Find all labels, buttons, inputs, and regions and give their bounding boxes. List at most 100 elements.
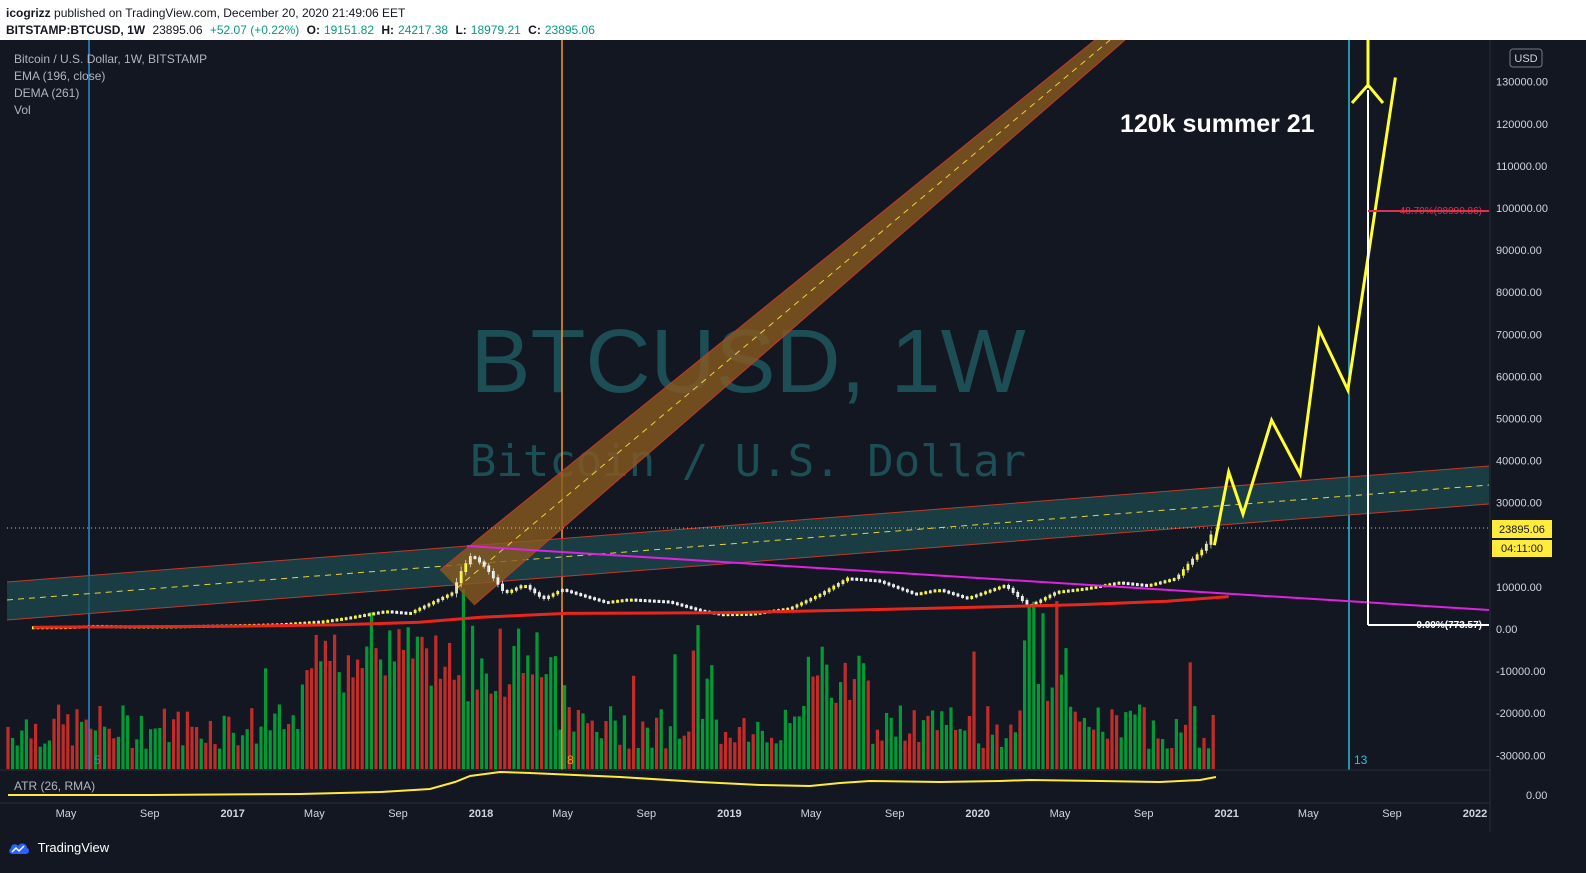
close-value-2: 23895.06: [544, 23, 595, 37]
steep-channel-lower: [473, 40, 1126, 606]
long-channel-fill[interactable]: [7, 466, 1489, 620]
volume-bar: [429, 685, 433, 769]
volume-bar: [282, 729, 286, 769]
volume-bar: [898, 705, 902, 769]
projection-annotation[interactable]: 120k summer 21: [1120, 110, 1315, 138]
magenta-trendline[interactable]: [466, 545, 1490, 611]
volume-bar: [1027, 604, 1031, 769]
volume-bar: [300, 684, 304, 769]
volume-bar: [323, 640, 327, 769]
volume-bar: [1092, 729, 1096, 769]
fib-top-label: 48.70%(98990.86): [1400, 206, 1482, 217]
volume-bar: [912, 710, 916, 769]
volume-bar: [365, 646, 369, 769]
footer-bar: TradingView: [0, 832, 1586, 873]
close-value: 23895.06: [152, 23, 203, 37]
volume-bar: [480, 658, 484, 769]
volume-bar: [765, 742, 769, 769]
volume-bar: [944, 724, 948, 769]
volume-bar: [241, 735, 245, 769]
volume-bar: [894, 736, 898, 769]
volume-bar: [158, 727, 162, 769]
volume-bar: [921, 720, 925, 769]
volume-bar: [949, 707, 953, 769]
price-tick-label: 110000.00: [1496, 161, 1547, 173]
volume-bar: [935, 730, 939, 769]
volume-bar: [517, 628, 521, 769]
volume-bar: [259, 726, 263, 769]
volume-bar: [342, 692, 346, 769]
volume-bar: [747, 741, 751, 769]
author-name[interactable]: icogrizz: [6, 6, 51, 20]
volume-bar: [6, 726, 10, 769]
volume-bar: [793, 716, 797, 769]
price-tick-label: 60000.00: [1496, 371, 1542, 383]
volume-bar: [1170, 748, 1174, 769]
volume-bar: [475, 689, 479, 769]
volume-bar: [498, 628, 502, 769]
projection-arrow-icon: [1350, 82, 1385, 104]
volume-bar: [1142, 707, 1146, 769]
volume-bar: [351, 677, 355, 769]
volume-bar: [668, 726, 672, 769]
volume-bar: [770, 737, 774, 769]
legend-ema[interactable]: EMA (196, close): [14, 69, 105, 83]
volume-bar: [852, 679, 856, 769]
price-chart[interactable]: BTCUSD, 1W Bitcoin / U.S. Dollar 5 8 13 …: [0, 40, 1586, 832]
volume-bar: [369, 612, 373, 769]
volume-bar: [544, 674, 548, 769]
volume-bar: [862, 663, 866, 769]
volume-bar: [963, 730, 967, 769]
volume-bar: [627, 748, 631, 769]
volume-bar: [834, 702, 838, 769]
volume-bar: [1013, 732, 1017, 769]
currency-badge[interactable]: [1509, 48, 1543, 68]
volume-bar: [1004, 738, 1008, 769]
price-axis: 130000.00 120000.00 110000.00 100000.00 9000…: [1496, 77, 1548, 763]
volume-bar: [70, 745, 74, 769]
volume-bar: [471, 625, 475, 769]
legend-dema[interactable]: DEMA (261): [14, 86, 79, 100]
countdown-tag: [1492, 540, 1552, 557]
volume-bar: [1078, 721, 1082, 769]
atr-line[interactable]: [8, 770, 1217, 796]
volume-bar: [719, 743, 723, 769]
tradingview-logo[interactable]: TradingView: [8, 839, 109, 855]
dema-line[interactable]: [33, 595, 1229, 629]
legend-title[interactable]: Bitcoin / U.S. Dollar, 1W, BITSTAMP: [14, 52, 207, 66]
steep-channel-fill[interactable]: [440, 40, 1125, 605]
time-tick-label: May: [552, 808, 573, 820]
time-tick-label: 2019: [717, 808, 741, 820]
volume-bar: [908, 733, 912, 769]
volume-bar: [379, 659, 383, 769]
atr-axis-label: 0.00: [1526, 790, 1547, 802]
volume-bar: [576, 709, 580, 769]
volume-bar: [172, 719, 176, 769]
volume-bar: [484, 673, 488, 769]
volume-bar: [15, 745, 19, 769]
volume-bar: [1147, 748, 1151, 769]
high-label: H:: [381, 23, 395, 37]
volume-bar: [880, 740, 884, 769]
volume-bar: [691, 650, 695, 769]
volume-bar: [383, 675, 387, 769]
volume-bar: [452, 679, 456, 769]
volume-bar: [89, 728, 93, 769]
volume-bar: [995, 724, 999, 769]
legend-atr[interactable]: ATR (26, RMA): [14, 779, 95, 793]
open-label: O:: [306, 23, 320, 37]
volume-bar: [277, 704, 281, 769]
volume-bar: [438, 678, 442, 769]
volume-bar: [1193, 706, 1197, 769]
volume-bar: [466, 701, 470, 769]
cycle-label-8: 8: [567, 753, 574, 767]
projection-path[interactable]: [1212, 77, 1397, 546]
price-tick-label: 130000.00: [1496, 77, 1548, 89]
volume-bar: [1202, 737, 1206, 769]
price-tick-label: -10000.00: [1496, 666, 1546, 678]
volume-bar: [659, 709, 663, 769]
volume-bar: [774, 743, 778, 769]
legend-vol[interactable]: Vol: [14, 103, 31, 117]
volume-bar: [227, 716, 231, 769]
volume-bar: [742, 718, 746, 769]
